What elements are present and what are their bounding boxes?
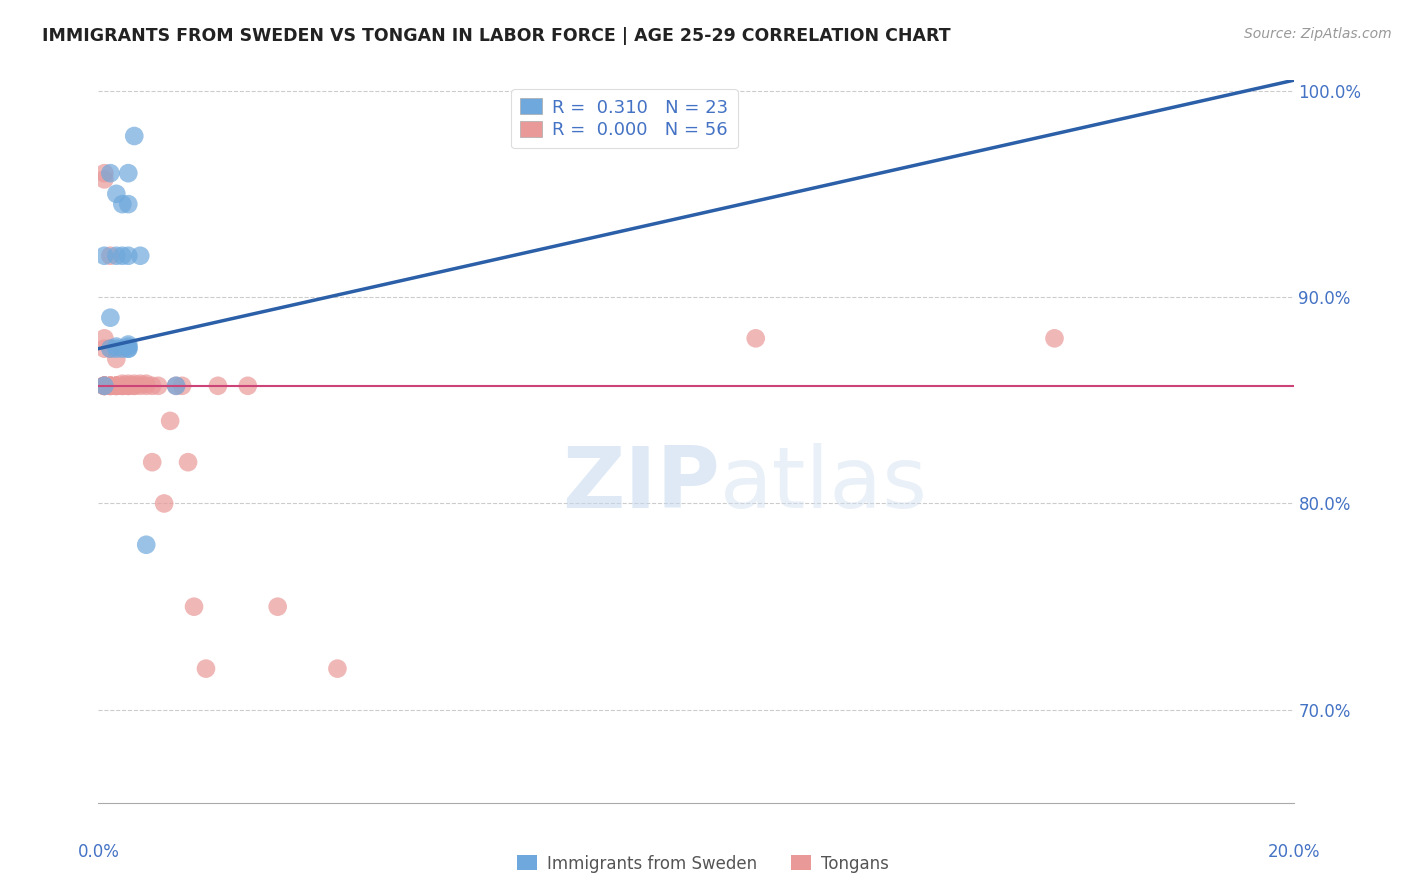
Point xyxy=(105,342,128,356)
Point xyxy=(111,249,134,263)
Point xyxy=(153,496,176,510)
Point xyxy=(105,379,128,393)
Point xyxy=(93,331,115,345)
Point xyxy=(98,166,122,180)
Point xyxy=(141,379,163,393)
Point xyxy=(117,379,139,393)
Point xyxy=(111,197,134,211)
Point xyxy=(105,379,128,393)
Point xyxy=(159,414,181,428)
Point xyxy=(267,599,290,614)
Point xyxy=(98,249,122,263)
Point xyxy=(207,379,229,393)
Point xyxy=(93,379,115,393)
Point xyxy=(105,186,128,201)
Point xyxy=(93,379,115,393)
Point xyxy=(183,599,205,614)
Point xyxy=(93,379,115,393)
Point xyxy=(117,342,139,356)
Point xyxy=(93,172,115,186)
Point xyxy=(98,379,122,393)
Point xyxy=(105,249,128,263)
Point xyxy=(98,379,122,393)
Point xyxy=(98,379,122,393)
Point xyxy=(135,379,157,393)
Point xyxy=(165,379,187,393)
Point xyxy=(135,538,157,552)
Point xyxy=(124,379,146,393)
Point xyxy=(172,379,194,393)
Point xyxy=(326,662,349,676)
Point xyxy=(105,379,128,393)
Point xyxy=(124,376,146,391)
Point xyxy=(165,379,187,393)
Point xyxy=(117,166,139,180)
Point xyxy=(129,249,152,263)
Legend: R =  0.310   N = 23, R =  0.000   N = 56: R = 0.310 N = 23, R = 0.000 N = 56 xyxy=(510,89,738,148)
Point xyxy=(135,376,157,391)
Point xyxy=(98,379,122,393)
Point xyxy=(111,342,134,356)
Point xyxy=(141,455,163,469)
Point xyxy=(105,379,128,393)
Point xyxy=(111,379,134,393)
Point xyxy=(117,337,139,351)
Point xyxy=(117,379,139,393)
Point xyxy=(117,342,139,356)
Point xyxy=(105,379,128,393)
Text: IMMIGRANTS FROM SWEDEN VS TONGAN IN LABOR FORCE | AGE 25-29 CORRELATION CHART: IMMIGRANTS FROM SWEDEN VS TONGAN IN LABO… xyxy=(42,27,950,45)
Point xyxy=(98,379,122,393)
Point xyxy=(93,379,115,393)
Legend: Immigrants from Sweden, Tongans: Immigrants from Sweden, Tongans xyxy=(510,848,896,880)
Point xyxy=(98,310,122,325)
Point xyxy=(105,340,128,354)
Point xyxy=(93,379,115,393)
Point xyxy=(93,379,115,393)
Point xyxy=(117,379,139,393)
Point xyxy=(148,379,170,393)
Point xyxy=(93,166,115,180)
Point xyxy=(129,379,152,393)
Point xyxy=(129,376,152,391)
Point xyxy=(93,379,115,393)
Text: atlas: atlas xyxy=(720,443,928,526)
Text: 20.0%: 20.0% xyxy=(1267,843,1320,861)
Point xyxy=(93,379,115,393)
Text: ZIP: ZIP xyxy=(562,443,720,526)
Point xyxy=(1043,331,1066,345)
Point xyxy=(195,662,218,676)
Point xyxy=(93,379,115,393)
Point xyxy=(745,331,768,345)
Point xyxy=(93,342,115,356)
Point xyxy=(111,376,134,391)
Point xyxy=(98,342,122,356)
Point xyxy=(98,342,122,356)
Point xyxy=(117,340,139,354)
Point xyxy=(111,379,134,393)
Point xyxy=(117,197,139,211)
Point xyxy=(124,128,146,143)
Point xyxy=(124,379,146,393)
Point xyxy=(177,455,200,469)
Point xyxy=(93,249,115,263)
Point xyxy=(111,379,134,393)
Point xyxy=(105,351,128,366)
Point xyxy=(117,376,139,391)
Point xyxy=(236,379,259,393)
Text: 0.0%: 0.0% xyxy=(77,843,120,861)
Point xyxy=(117,249,139,263)
Text: Source: ZipAtlas.com: Source: ZipAtlas.com xyxy=(1244,27,1392,41)
